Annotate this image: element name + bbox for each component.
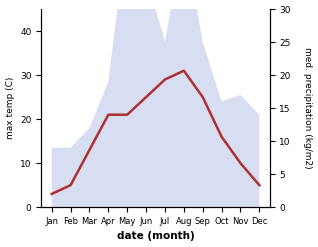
Y-axis label: max temp (C): max temp (C) bbox=[5, 77, 15, 139]
Y-axis label: med. precipitation (kg/m2): med. precipitation (kg/m2) bbox=[303, 47, 313, 169]
X-axis label: date (month): date (month) bbox=[117, 231, 194, 242]
